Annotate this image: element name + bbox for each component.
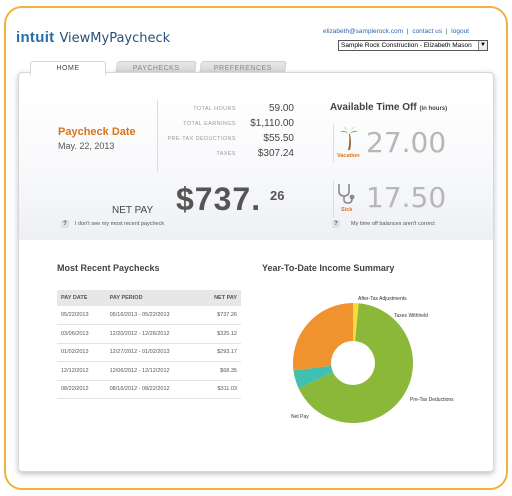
missing-paycheck-link[interactable]: I don't see my most recent paycheck xyxy=(75,221,165,227)
column-header: PAY DATE xyxy=(57,290,106,306)
pay-period-cell: 12/27/2012 - 01/02/2013 xyxy=(105,343,199,362)
table-row[interactable]: 03/06/2013 12/20/2012 - 12/26/2012 $325.… xyxy=(57,324,241,344)
divider xyxy=(157,100,158,172)
chevron-down-icon[interactable]: ▼ xyxy=(478,41,487,50)
help-icon[interactable]: ? xyxy=(61,220,69,228)
divider xyxy=(333,180,334,218)
pay-date-cell: 05/22/2013 xyxy=(57,306,106,325)
total-hours-label: TOTAL HOURS xyxy=(193,106,236,112)
pay-period-cell: 12/06/2012 - 12/12/2012 xyxy=(105,361,199,381)
sick-hours: 17.50 xyxy=(366,181,447,214)
time-off-title: Available Time Off (in hours) xyxy=(330,102,448,113)
column-header: NET PAY xyxy=(198,290,241,306)
net-pay-value: $737. xyxy=(176,181,262,217)
intuit-logo: intuit xyxy=(16,29,55,46)
pay-period-cell: 12/20/2012 - 12/26/2012 xyxy=(105,324,199,344)
table-header: PAY DATE PAY PERIOD NET PAY xyxy=(57,290,241,306)
vacation-hours: 27.00 xyxy=(366,126,447,159)
vacation-label: Vacation xyxy=(337,153,360,159)
paycheck-summary xyxy=(19,88,493,240)
net-pay-cell: $311.03 xyxy=(198,380,241,399)
pie-label-taxes: Taxes Withheld xyxy=(394,313,428,319)
time-off-incorrect-link[interactable]: My time off balances aren't correct xyxy=(351,221,435,227)
divider xyxy=(333,124,334,162)
net-pay-cell: $325.12 xyxy=(198,324,241,344)
pay-date-cell: 03/06/2013 xyxy=(57,324,106,344)
product-name: ViewMyPaycheck xyxy=(59,31,171,46)
taxes-label: TAXES xyxy=(216,151,236,157)
logo: intuit ViewMyPaycheck xyxy=(16,29,170,49)
ytd-title: Year-To-Date Income Summary xyxy=(262,263,395,273)
employer-select-value: Sample Rock Construction - Elizabeth Mas… xyxy=(341,42,472,49)
logout-link[interactable]: logout xyxy=(451,28,469,35)
net-pay-cell: $737.26 xyxy=(198,306,241,325)
net-pay-cell: $68.35 xyxy=(198,361,241,381)
pay-date-cell: 01/02/2013 xyxy=(57,343,106,362)
total-earnings-label: TOTAL EARNINGS xyxy=(183,121,236,127)
pie-label-after-tax: After-Tax Adjustments xyxy=(358,296,407,302)
table-row[interactable]: 01/02/2013 12/27/2012 - 01/02/2013 $293.… xyxy=(57,343,241,362)
net-pay-label: NET PAY xyxy=(112,205,154,216)
employer-select[interactable]: Sample Rock Construction - Elizabeth Mas… xyxy=(338,40,488,51)
pay-date-cell: 08/22/2012 xyxy=(57,380,106,399)
pay-period-cell: 08/16/2012 - 08/22/2012 xyxy=(105,380,199,399)
recent-paychecks-title: Most Recent Paychecks xyxy=(57,263,160,273)
pie-label-net-pay: Net Pay xyxy=(291,414,309,420)
header-links: elizabeth@samplerock.com | contact us | … xyxy=(323,28,469,35)
pretax-deductions-value: $55.50 xyxy=(263,133,294,144)
pie-label-pretax: Pre-Tax Deductions xyxy=(410,397,454,403)
contact-us-link[interactable]: contact us xyxy=(412,28,442,35)
table-row[interactable]: 05/22/2013 05/16/2013 - 05/22/2013 $737.… xyxy=(57,306,241,325)
paycheck-date-value: May. 22, 2013 xyxy=(58,141,115,151)
net-pay-cell: $293.17 xyxy=(198,343,241,362)
column-header: PAY PERIOD xyxy=(105,290,199,306)
palm-tree-icon xyxy=(340,127,358,150)
help-icon[interactable]: ? xyxy=(332,220,340,228)
paycheck-date-label: Paycheck Date xyxy=(58,126,136,138)
table-row[interactable]: 12/12/2012 12/06/2012 - 12/12/2012 $68.3… xyxy=(57,361,241,381)
taxes-value: $307.24 xyxy=(257,148,294,159)
user-email-link[interactable]: elizabeth@samplerock.com xyxy=(323,28,403,35)
pay-period-cell: 05/16/2013 - 05/22/2013 xyxy=(105,306,199,325)
pay-date-cell: 12/12/2012 xyxy=(57,361,106,381)
sick-label: Sick xyxy=(341,207,353,213)
pretax-deductions-label: PRE-TAX DEDUCTIONS xyxy=(167,136,236,142)
net-pay-cents: 26 xyxy=(270,188,285,203)
total-earnings-value: $1,110.00 xyxy=(250,118,294,129)
recent-paychecks-table: PAY DATE PAY PERIOD NET PAY 05/22/2013 0… xyxy=(57,290,241,399)
ytd-pie-chart xyxy=(293,303,413,423)
total-hours-value: 59.00 xyxy=(268,103,294,114)
tab-home[interactable]: HOME xyxy=(30,61,106,75)
stethoscope-icon xyxy=(338,184,355,204)
table-row[interactable]: 08/22/2012 08/16/2012 - 08/22/2012 $311.… xyxy=(57,380,241,399)
pie-center-hole xyxy=(331,341,375,385)
